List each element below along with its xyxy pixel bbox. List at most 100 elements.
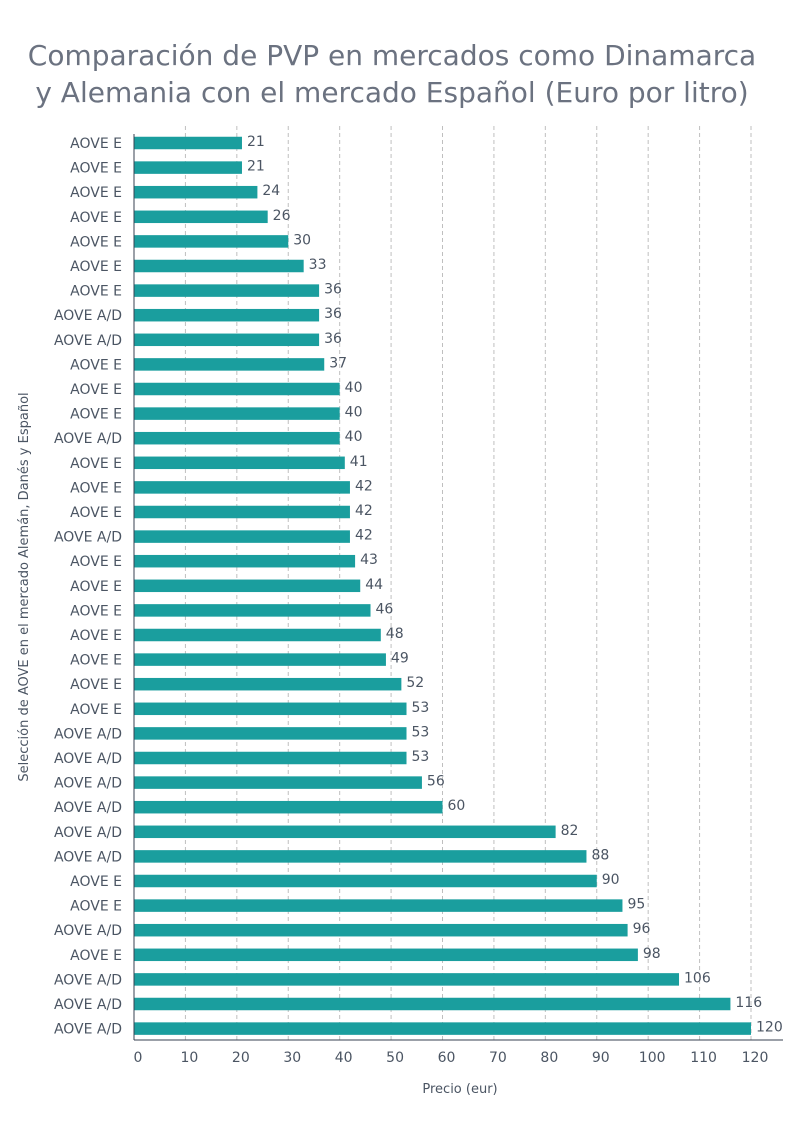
value-label: 36 bbox=[324, 306, 342, 322]
category-label: AOVE A/D bbox=[54, 923, 122, 939]
value-label: 52 bbox=[406, 675, 424, 691]
category-label: AOVE E bbox=[70, 480, 122, 496]
value-label: 98 bbox=[643, 946, 661, 962]
value-label: 44 bbox=[365, 577, 383, 593]
value-label: 24 bbox=[262, 183, 280, 199]
value-label: 30 bbox=[293, 232, 311, 248]
bar bbox=[134, 702, 407, 716]
category-label: AOVE E bbox=[70, 234, 122, 250]
bar bbox=[134, 382, 340, 396]
bar bbox=[134, 284, 320, 297]
category-label: AOVE E bbox=[70, 284, 122, 300]
category-label: AOVE E bbox=[70, 628, 122, 644]
value-label: 42 bbox=[355, 528, 373, 544]
value-label: 26 bbox=[273, 208, 291, 224]
x-tick-label: 20 bbox=[232, 1050, 250, 1066]
category-label: AOVE E bbox=[70, 554, 122, 570]
value-label: 53 bbox=[412, 724, 430, 740]
category-label: AOVE E bbox=[70, 677, 122, 693]
value-label: 42 bbox=[355, 478, 373, 494]
value-label: 21 bbox=[247, 134, 265, 150]
bar bbox=[134, 235, 289, 248]
category-labels: AOVE E AOVE E AOVE E AOVE E AOVE E AOVE E AOVE… bbox=[54, 136, 122, 1038]
bar bbox=[134, 850, 587, 863]
category-label: AOVE E bbox=[70, 899, 122, 915]
category-label: AOVE A/D bbox=[54, 431, 122, 447]
value-label: 48 bbox=[386, 626, 404, 642]
bar bbox=[134, 997, 731, 1011]
bar bbox=[134, 530, 350, 543]
y-axis-title: Selección de AOVE en el mercado Alemán, … bbox=[17, 392, 32, 781]
x-axis-ticks: 0 10 20 30 40 50 60 70 80 90 100 110 120 bbox=[134, 1050, 769, 1066]
x-tick-label: 30 bbox=[283, 1050, 301, 1066]
value-label: 37 bbox=[329, 355, 347, 371]
bar bbox=[134, 259, 304, 273]
x-tick-label: 100 bbox=[639, 1050, 666, 1066]
bar bbox=[134, 727, 407, 740]
value-label: 43 bbox=[360, 552, 378, 568]
bar bbox=[134, 948, 638, 962]
bar bbox=[134, 973, 680, 986]
x-tick-label: 70 bbox=[489, 1050, 507, 1066]
value-label: 116 bbox=[735, 995, 762, 1011]
value-label: 53 bbox=[412, 700, 430, 716]
value-label: 120 bbox=[756, 1020, 783, 1036]
category-label: AOVE A/D bbox=[54, 997, 122, 1013]
value-label: 82 bbox=[561, 823, 579, 839]
chart-title-line-1: Comparación de PVP en mercados como Dina… bbox=[28, 39, 756, 72]
bar bbox=[134, 481, 350, 494]
value-label: 96 bbox=[633, 921, 651, 937]
bar bbox=[134, 677, 402, 691]
value-label: 88 bbox=[591, 847, 609, 863]
bar bbox=[134, 579, 361, 593]
value-label: 106 bbox=[684, 970, 711, 986]
value-label: 33 bbox=[309, 257, 327, 273]
x-tick-label: 40 bbox=[335, 1050, 353, 1066]
bar bbox=[134, 456, 345, 470]
bar bbox=[134, 604, 371, 617]
value-label: 40 bbox=[345, 405, 363, 421]
category-label: AOVE E bbox=[70, 603, 122, 619]
bar bbox=[134, 185, 258, 199]
category-label: AOVE E bbox=[70, 357, 122, 373]
category-label: AOVE A/D bbox=[54, 800, 122, 816]
category-label: AOVE E bbox=[70, 136, 122, 152]
category-label: AOVE E bbox=[70, 407, 122, 423]
value-label: 90 bbox=[602, 872, 620, 888]
bar bbox=[134, 333, 320, 347]
x-tick-label: 80 bbox=[540, 1050, 558, 1066]
bar bbox=[134, 1022, 751, 1035]
bar bbox=[134, 628, 381, 642]
bar bbox=[134, 776, 422, 789]
category-label: AOVE E bbox=[70, 702, 122, 718]
x-tick-label: 60 bbox=[438, 1050, 456, 1066]
chart-title-line-2: y Alemania con el mercado Español (Euro … bbox=[35, 76, 748, 109]
value-label: 21 bbox=[247, 159, 265, 175]
value-label: 46 bbox=[376, 601, 394, 617]
value-label: 95 bbox=[627, 897, 645, 913]
bar bbox=[134, 308, 320, 322]
bar bbox=[134, 136, 242, 150]
x-tick-label: 0 bbox=[134, 1050, 143, 1066]
category-label: AOVE E bbox=[70, 653, 122, 669]
bar bbox=[134, 751, 407, 765]
category-label: AOVE E bbox=[70, 874, 122, 890]
category-label: AOVE A/D bbox=[54, 726, 122, 742]
value-label: 40 bbox=[345, 429, 363, 445]
category-label: AOVE A/D bbox=[54, 308, 122, 324]
bar bbox=[134, 874, 597, 888]
category-label: AOVE E bbox=[70, 579, 122, 595]
value-label: 53 bbox=[412, 749, 430, 765]
bar bbox=[134, 358, 325, 371]
value-label: 56 bbox=[427, 774, 445, 790]
x-tick-label: 10 bbox=[181, 1050, 199, 1066]
category-label: AOVE A/D bbox=[54, 333, 122, 349]
category-label: AOVE A/D bbox=[54, 1022, 122, 1038]
bar bbox=[134, 210, 268, 224]
category-label: AOVE E bbox=[70, 948, 122, 964]
value-label: 42 bbox=[355, 503, 373, 519]
category-label: AOVE E bbox=[70, 382, 122, 398]
x-tick-label: 50 bbox=[386, 1050, 404, 1066]
